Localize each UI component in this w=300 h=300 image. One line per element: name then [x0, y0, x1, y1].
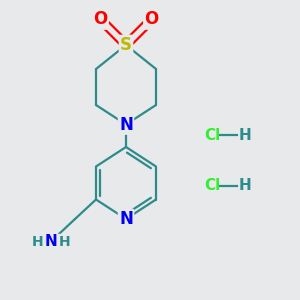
Text: H: H [238, 178, 251, 194]
Text: S: S [120, 36, 132, 54]
Text: H: H [32, 235, 43, 248]
Text: Cl: Cl [204, 128, 220, 142]
Text: N: N [119, 116, 133, 134]
Text: H: H [238, 128, 251, 142]
Text: O: O [93, 11, 108, 28]
Text: H: H [59, 235, 70, 248]
Text: O: O [144, 11, 159, 28]
Text: N: N [45, 234, 57, 249]
Text: N: N [119, 210, 133, 228]
Text: Cl: Cl [204, 178, 220, 194]
